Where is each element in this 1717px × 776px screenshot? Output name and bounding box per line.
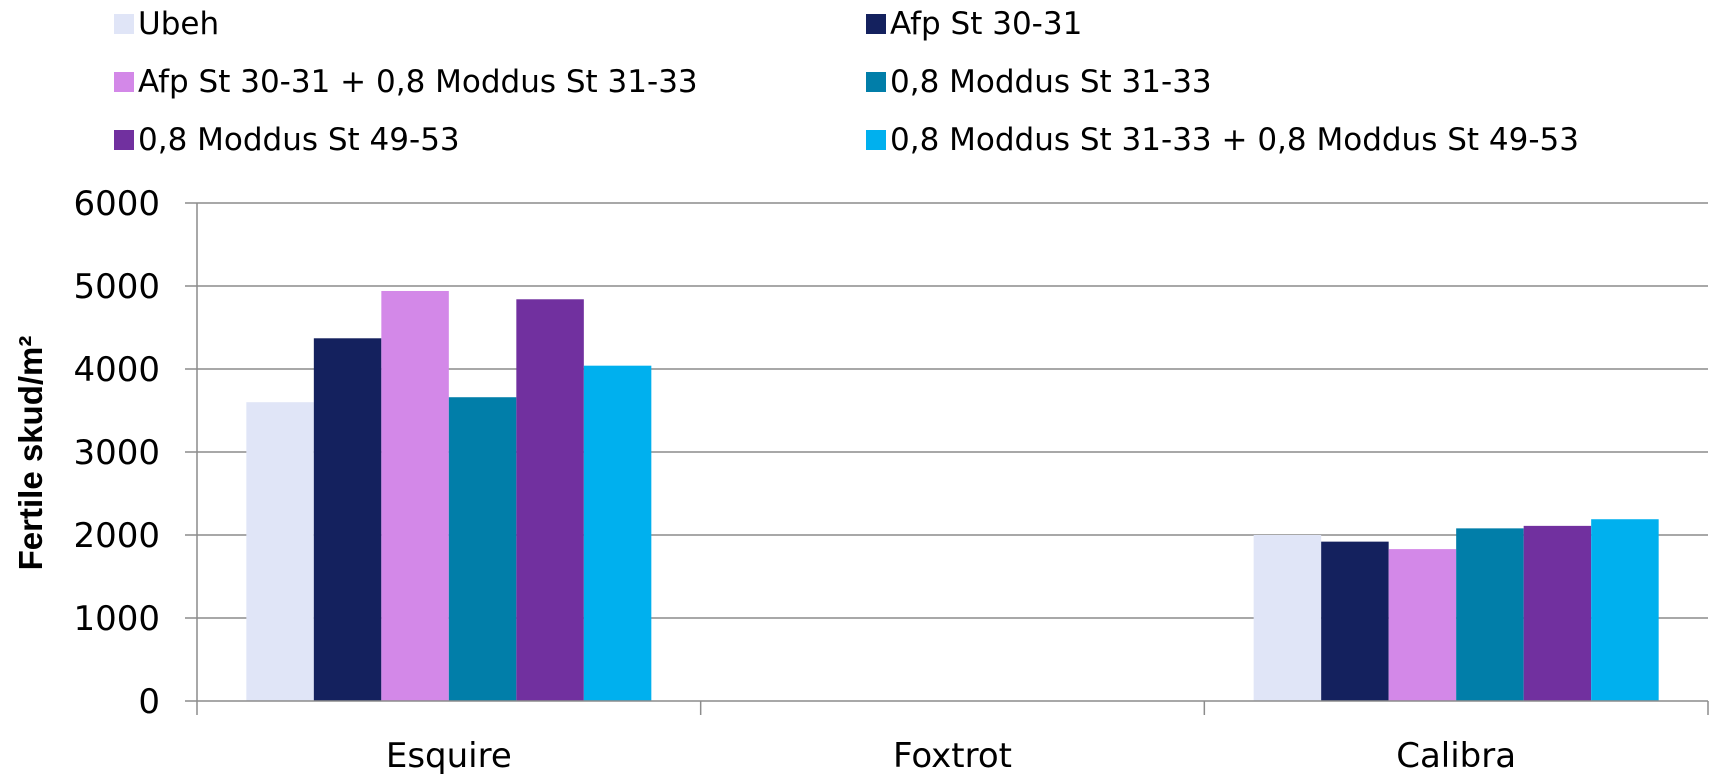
y-tick-labels: 0 1000 2000 3000 4000 5000 6000: [73, 184, 160, 722]
legend-swatch: [866, 72, 886, 92]
bar: [516, 299, 584, 701]
y-tick-label: 2000: [73, 516, 160, 556]
bar: [1523, 525, 1592, 701]
legend-swatch: [114, 72, 134, 92]
legend-label: Ubeh: [138, 6, 220, 42]
legend-label: 0,8 Moddus St 31-33 + 0,8 Moddus St 49-5…: [890, 122, 1579, 158]
bar: [1456, 528, 1524, 701]
x-tick-label: Calibra: [1396, 736, 1516, 776]
x-tick-label: Foxtrot: [893, 736, 1012, 776]
x-tick-labels: Esquire Foxtrot Calibra: [386, 736, 1516, 776]
legend-label: 0,8 Moddus St 49-53: [138, 122, 460, 158]
bar: [1591, 519, 1659, 701]
legend-item: 0,8 Moddus St 49-53: [114, 120, 460, 160]
legend-item: Afp St 30-31 + 0,8 Moddus St 31-33: [114, 62, 698, 102]
bar: [448, 397, 517, 701]
y-tick-label: 4000: [73, 350, 160, 390]
bar: [381, 290, 449, 701]
legend-swatch: [866, 130, 886, 150]
legend-item: Afp St 30-31: [866, 4, 1082, 44]
legend-label: Afp St 30-31: [890, 6, 1083, 42]
bars: [246, 290, 1659, 701]
bar: [583, 365, 652, 701]
legend-swatch: [866, 14, 886, 34]
y-tick-label: 5000: [73, 267, 160, 307]
x-tick-label: Esquire: [386, 736, 512, 776]
y-tick-label: 6000: [73, 184, 160, 224]
legend-swatch: [114, 14, 134, 34]
bar: [313, 338, 382, 701]
bar: [1388, 549, 1457, 701]
y-tick-label: 1000: [73, 599, 160, 639]
legend: Ubeh Afp St 30-31 Afp St 30-31 + 0,8 Mod…: [0, 0, 1717, 170]
legend-label: Afp St 30-31 + 0,8 Moddus St 31-33: [138, 64, 698, 100]
legend-label: 0,8 Moddus St 31-33: [890, 64, 1212, 100]
bar: [1253, 535, 1322, 701]
legend-item: Ubeh: [114, 4, 219, 44]
bar: [1321, 541, 1389, 701]
y-tick-label: 3000: [73, 433, 160, 473]
axes: [185, 203, 1709, 715]
legend-item: 0,8 Moddus St 31-33 + 0,8 Moddus St 49-5…: [866, 120, 1579, 160]
legend-swatch: [114, 130, 134, 150]
y-axis-label: Fertile skud/m²: [12, 336, 49, 571]
bar: [246, 402, 314, 701]
y-tick-label: 0: [138, 682, 160, 722]
legend-item: 0,8 Moddus St 31-33: [866, 62, 1212, 102]
